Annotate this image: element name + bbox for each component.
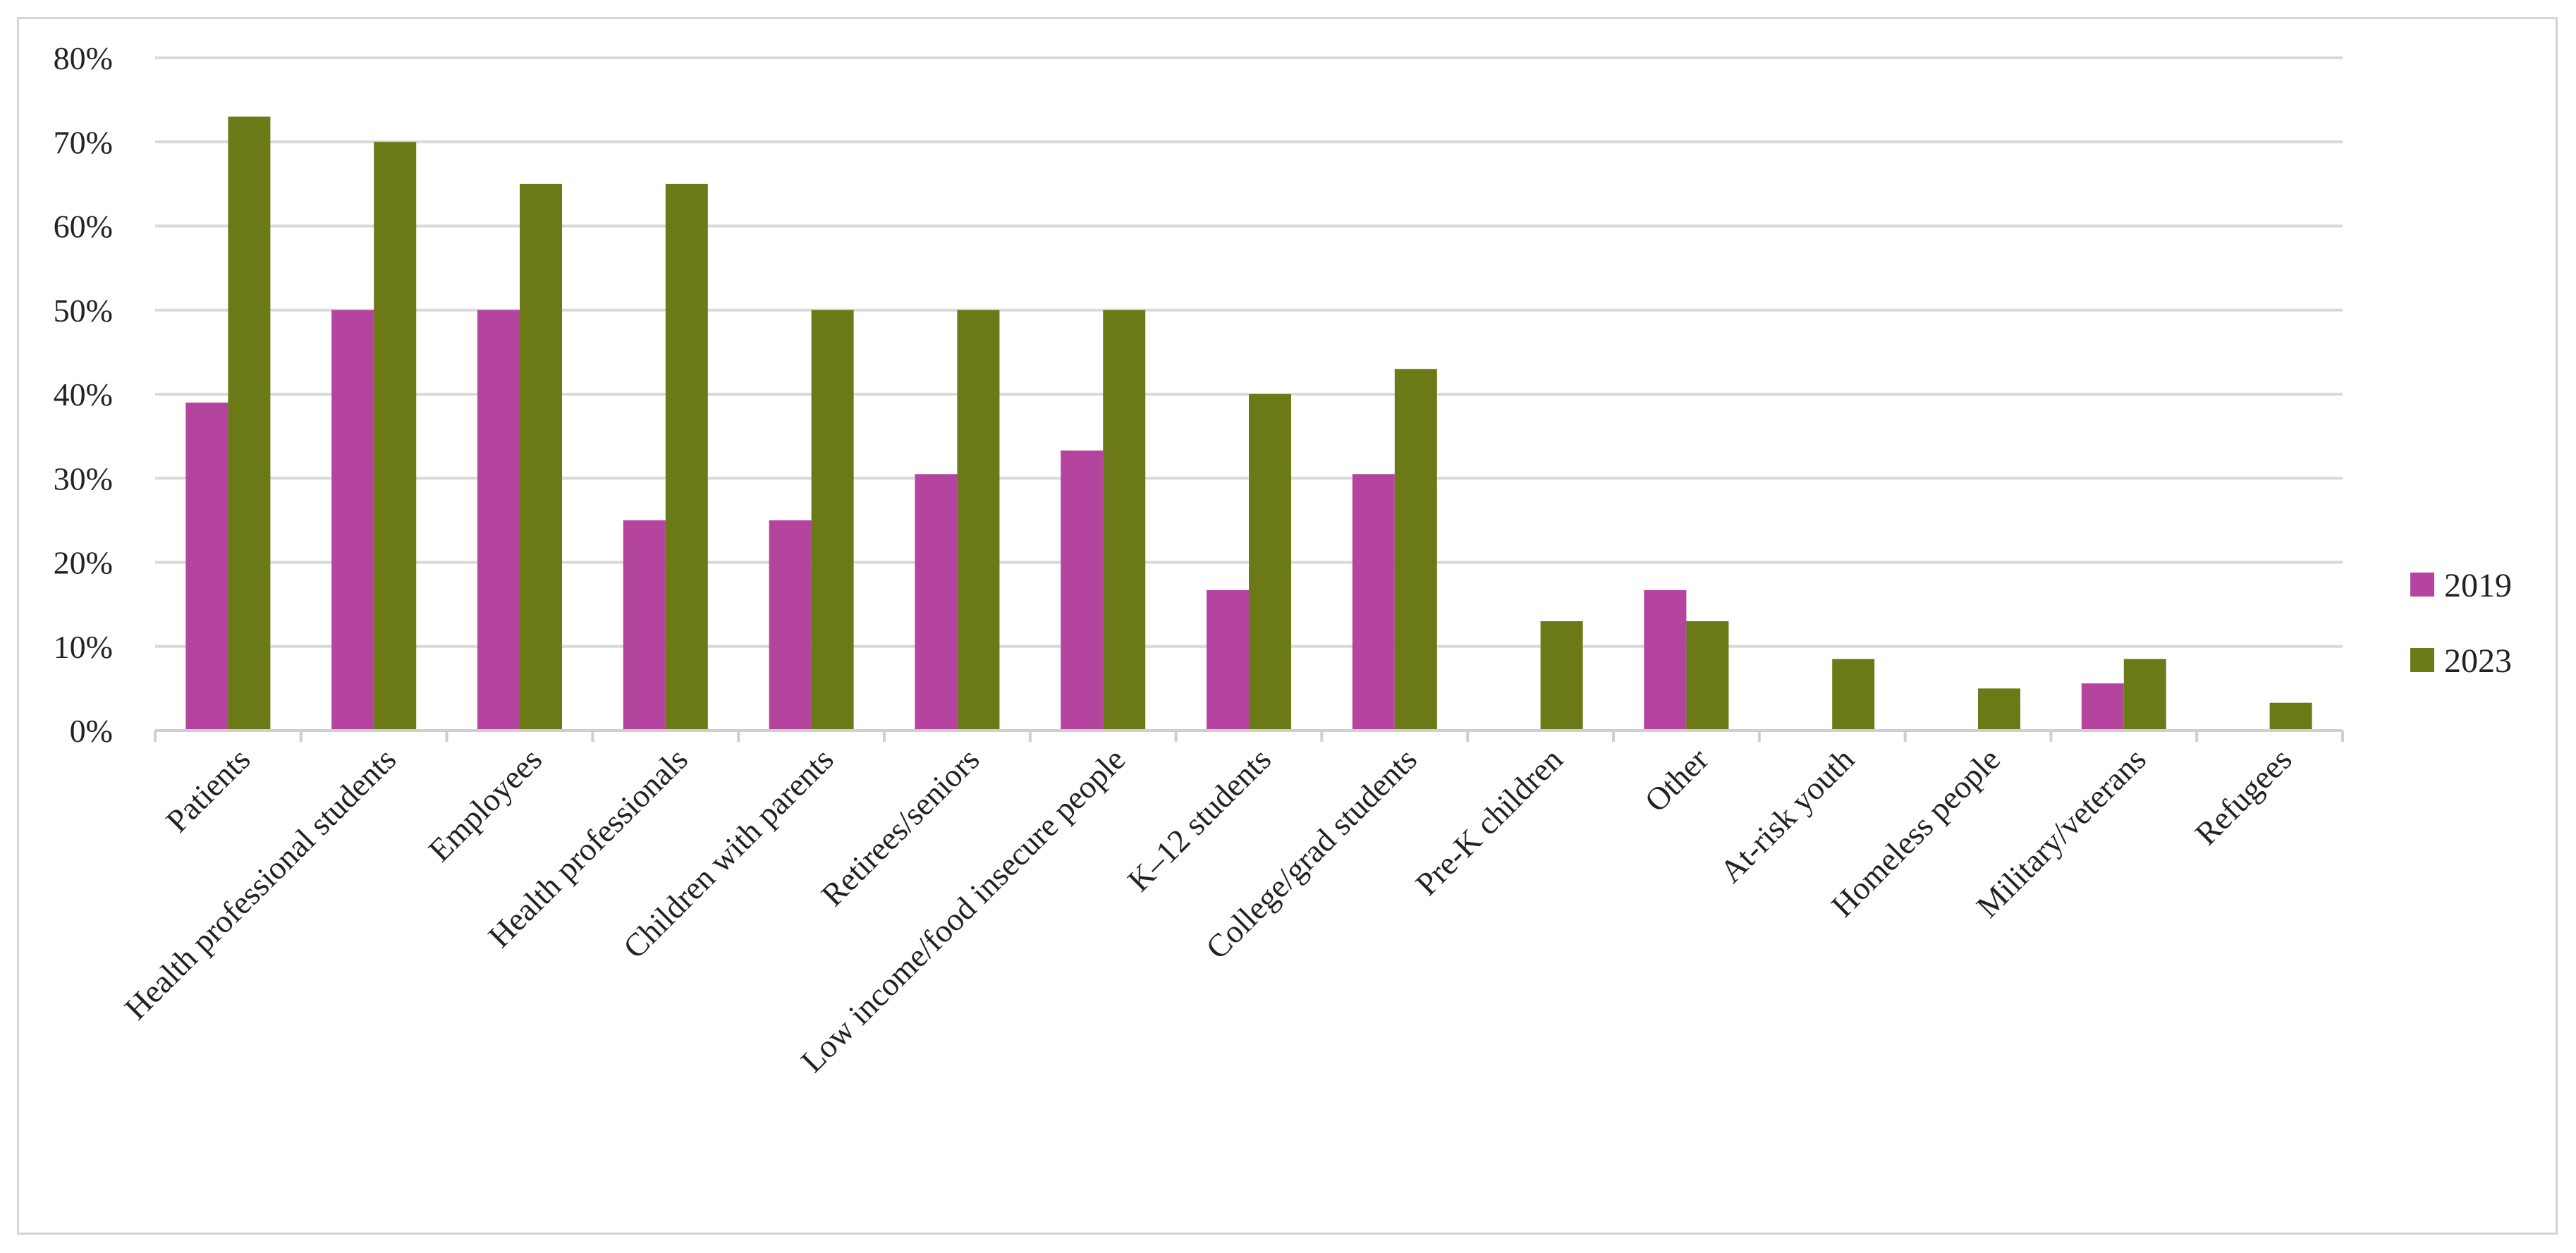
y-tick-label: 50% [54, 293, 113, 329]
y-tick-label: 80% [54, 40, 113, 76]
bar-2019 [185, 402, 228, 731]
category-label: Low income/food insecure people [794, 741, 1133, 1080]
bar-2023 [520, 183, 562, 731]
y-tick-label: 30% [54, 460, 113, 496]
bar-2019 [2081, 683, 2124, 731]
x-axis [154, 729, 2344, 742]
bar-2019 [915, 474, 958, 731]
y-tick-label: 70% [54, 124, 113, 160]
bar-2019 [1207, 589, 1249, 731]
bar-2023 [811, 310, 854, 731]
y-tick-label: 20% [54, 545, 113, 581]
y-tick-label: 40% [54, 377, 113, 412]
bar-2023 [1832, 659, 1875, 731]
bar-2019 [623, 520, 666, 731]
legend-label-2023: 2023 [2444, 642, 2512, 680]
category-label: Employees [421, 741, 549, 869]
y-tick-label: 10% [54, 629, 113, 665]
category-label: Patients [159, 741, 257, 839]
bar-2023 [665, 183, 708, 731]
category-label: Health professional students [118, 741, 403, 1027]
legend: 2019 2023 [2410, 567, 2512, 680]
bar-2023 [2269, 702, 2312, 731]
bar-2023 [228, 116, 271, 731]
bar-2023 [1686, 621, 1729, 731]
bar-2023 [2123, 659, 2166, 731]
category-label: Other [1637, 741, 1715, 819]
category-label: At-risk youth [1713, 741, 1861, 889]
bar-2019 [477, 310, 520, 731]
legend-label-2019: 2019 [2444, 567, 2512, 604]
category-label: Pre-K children [1408, 741, 1569, 902]
bar-2023 [1978, 688, 2020, 731]
legend-swatch-2019 [2410, 573, 2434, 597]
category-label: K–12 students [1121, 741, 1278, 898]
y-axis-ticks: 0% 10% 20% 30% 40% 50% 60% 70% 80% [54, 40, 113, 749]
bar-2019 [769, 520, 812, 731]
bar-2023 [1249, 394, 1291, 731]
y-tick-label: 0% [70, 713, 113, 749]
bar-2023 [1394, 369, 1437, 731]
bar-2019 [1352, 474, 1395, 731]
bars [185, 116, 2312, 731]
bar-2019 [1061, 450, 1104, 731]
bar-2023 [1540, 621, 1583, 731]
bar-2019 [331, 310, 374, 731]
category-label: Refugees [2188, 741, 2299, 852]
bar-2019 [1644, 589, 1687, 731]
bar-2023 [374, 142, 417, 731]
y-tick-label: 60% [54, 209, 113, 245]
bar-2023 [957, 310, 1000, 731]
bar-2023 [1103, 310, 1146, 731]
legend-swatch-2023 [2410, 648, 2434, 672]
